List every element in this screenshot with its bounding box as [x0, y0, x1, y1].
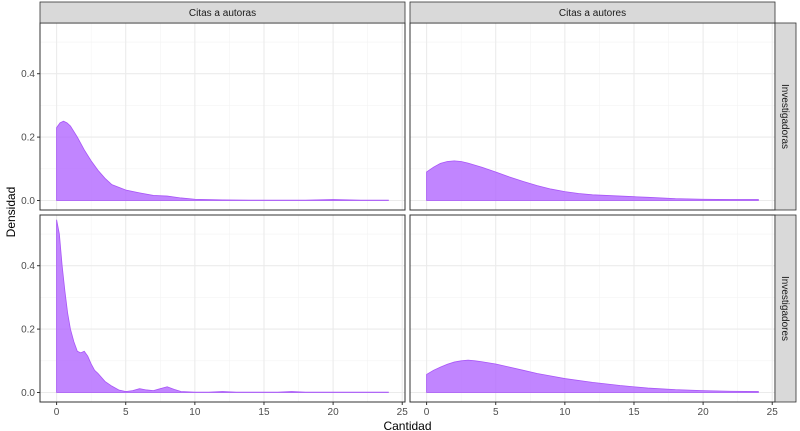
- y-tick-label: 0.2: [21, 133, 35, 144]
- x-tick-label: 5: [123, 407, 129, 418]
- x-tick-label: 5: [493, 407, 499, 418]
- density-area: [56, 219, 389, 393]
- panel-background: [40, 215, 405, 402]
- x-tick-label: 0: [54, 407, 60, 418]
- y-axis-title: Densidad: [4, 187, 18, 238]
- x-tick-label: 15: [258, 407, 270, 418]
- x-tick-label: 20: [698, 407, 710, 418]
- density-area: [426, 160, 759, 201]
- panel-2: [409, 22, 776, 211]
- strip-col-1-label: Citas a autoras: [189, 8, 256, 19]
- x-tick-label: 25: [397, 407, 409, 418]
- x-tick-label: 20: [328, 407, 340, 418]
- strip-col-2-label: Citas a autores: [559, 8, 626, 19]
- strips-layer: Citas a autoras Citas a autores Investig…: [39, 1, 797, 403]
- x-tick-label: 15: [628, 407, 640, 418]
- density-area: [426, 359, 759, 393]
- x-axis-title: Cantidad: [383, 419, 431, 431]
- strip-row-1-bg: [774, 22, 797, 211]
- x-tick-label: 10: [189, 407, 201, 418]
- x-tick-label: 0: [424, 407, 430, 418]
- panel-4: [409, 214, 776, 403]
- panels-layer: [39, 22, 776, 403]
- panel-1: [39, 22, 406, 211]
- y-tick-label: 0.2: [21, 325, 35, 336]
- panel-border: [39, 214, 406, 403]
- strip-row-2-label: Investigadores: [779, 276, 790, 341]
- strip-col-1-bg: [39, 1, 406, 24]
- axes-layer: 0.0 0.2 0.4 0.0 0.2 0.4 0 5 10 15 20 25 0 5 10 15 20 25: [21, 69, 778, 418]
- strip-row-2-bg: [774, 214, 797, 403]
- y-tick-label: 0.0: [21, 388, 35, 399]
- y-tick-label: 0.0: [21, 196, 35, 207]
- density-area: [56, 120, 389, 201]
- y-tick-label: 0.4: [21, 69, 35, 80]
- x-tick-label: 25: [767, 407, 779, 418]
- x-tick-label: 10: [559, 407, 571, 418]
- strip-col-2-bg: [409, 1, 776, 24]
- strip-row-1-label: Investigadoras: [779, 84, 790, 149]
- panel-3: [39, 214, 406, 403]
- y-tick-label: 0.4: [21, 261, 35, 272]
